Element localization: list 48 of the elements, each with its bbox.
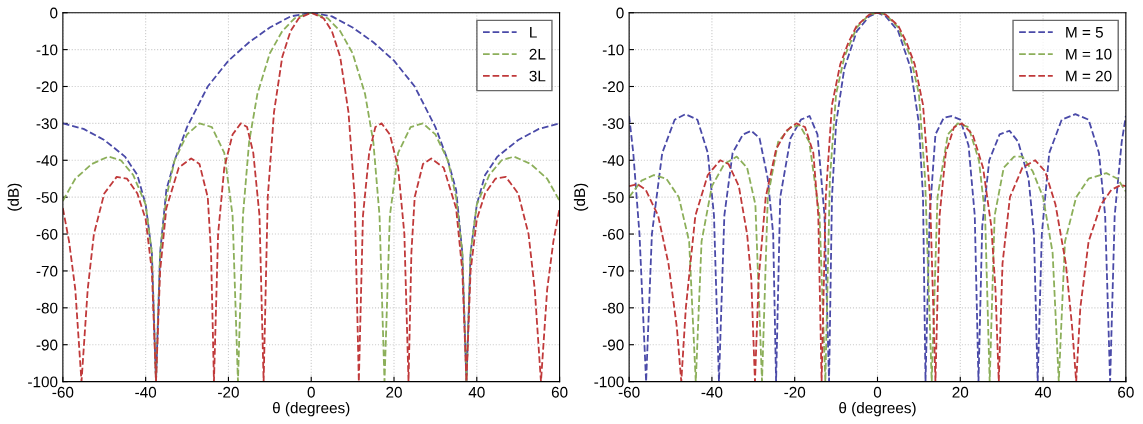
y-tick-label: -30 (36, 118, 58, 130)
y-tick-label: -10 (36, 44, 58, 56)
y-tick-label: -100 (28, 376, 58, 388)
y-tick-label: -40 (602, 155, 624, 166)
y-tick-label: -60 (602, 228, 624, 240)
x-axis-title: θ (degrees) (839, 402, 916, 417)
y-tick-label: -100 (594, 376, 624, 388)
legend-label: M = 5 (1066, 27, 1103, 38)
x-tick-label: -40 (135, 386, 157, 398)
x-tick-label: -20 (784, 386, 806, 398)
legend-label: 2L (529, 48, 546, 60)
y-tick-label: -40 (36, 155, 58, 166)
x-tick-label: 60 (551, 386, 568, 398)
x-tick-label: 20 (386, 386, 402, 398)
x-tick-label: 60 (1118, 386, 1134, 398)
x-tick-label: -20 (218, 386, 239, 398)
x-tick-label: -60 (618, 386, 640, 398)
y-tick-label: 0 (616, 7, 624, 19)
x-axis-title: θ (degrees) (272, 402, 350, 417)
y-tick-label: -50 (36, 192, 58, 203)
y-tick-label: -70 (36, 265, 58, 277)
x-tick-label: 0 (307, 386, 315, 398)
y-axis-title: (dB) (7, 183, 22, 211)
y-tick-label: -80 (36, 302, 58, 314)
y-tick-label: -60 (36, 228, 58, 240)
y-axis-title: (dB) (573, 183, 589, 211)
y-tick-label: -70 (602, 265, 624, 277)
x-tick-label: 40 (468, 386, 485, 398)
line-series (629, 12, 1126, 382)
x-tick-label: 20 (952, 386, 969, 398)
y-tick-label: -30 (602, 118, 624, 130)
y-tick-label: -90 (602, 339, 624, 351)
x-tick-label: 0 (873, 386, 882, 398)
legend-label: 3L (529, 70, 546, 82)
y-tick-label: -20 (36, 81, 58, 93)
line-series (62, 12, 560, 382)
legend-label: L (530, 27, 537, 38)
x-tick-label: -60 (52, 386, 74, 398)
y-tick-label: 0 (50, 7, 58, 19)
x-tick-label: -40 (701, 386, 723, 398)
y-tick-label: -50 (602, 192, 624, 203)
legend-label: M = 20 (1066, 70, 1112, 82)
y-tick-label: -20 (602, 81, 624, 93)
legend-label: M = 10 (1066, 48, 1112, 60)
y-tick-label: -10 (602, 44, 624, 56)
y-tick-label: -80 (602, 302, 624, 314)
x-tick-label: 40 (1034, 386, 1051, 398)
y-tick-label: -90 (36, 339, 58, 351)
